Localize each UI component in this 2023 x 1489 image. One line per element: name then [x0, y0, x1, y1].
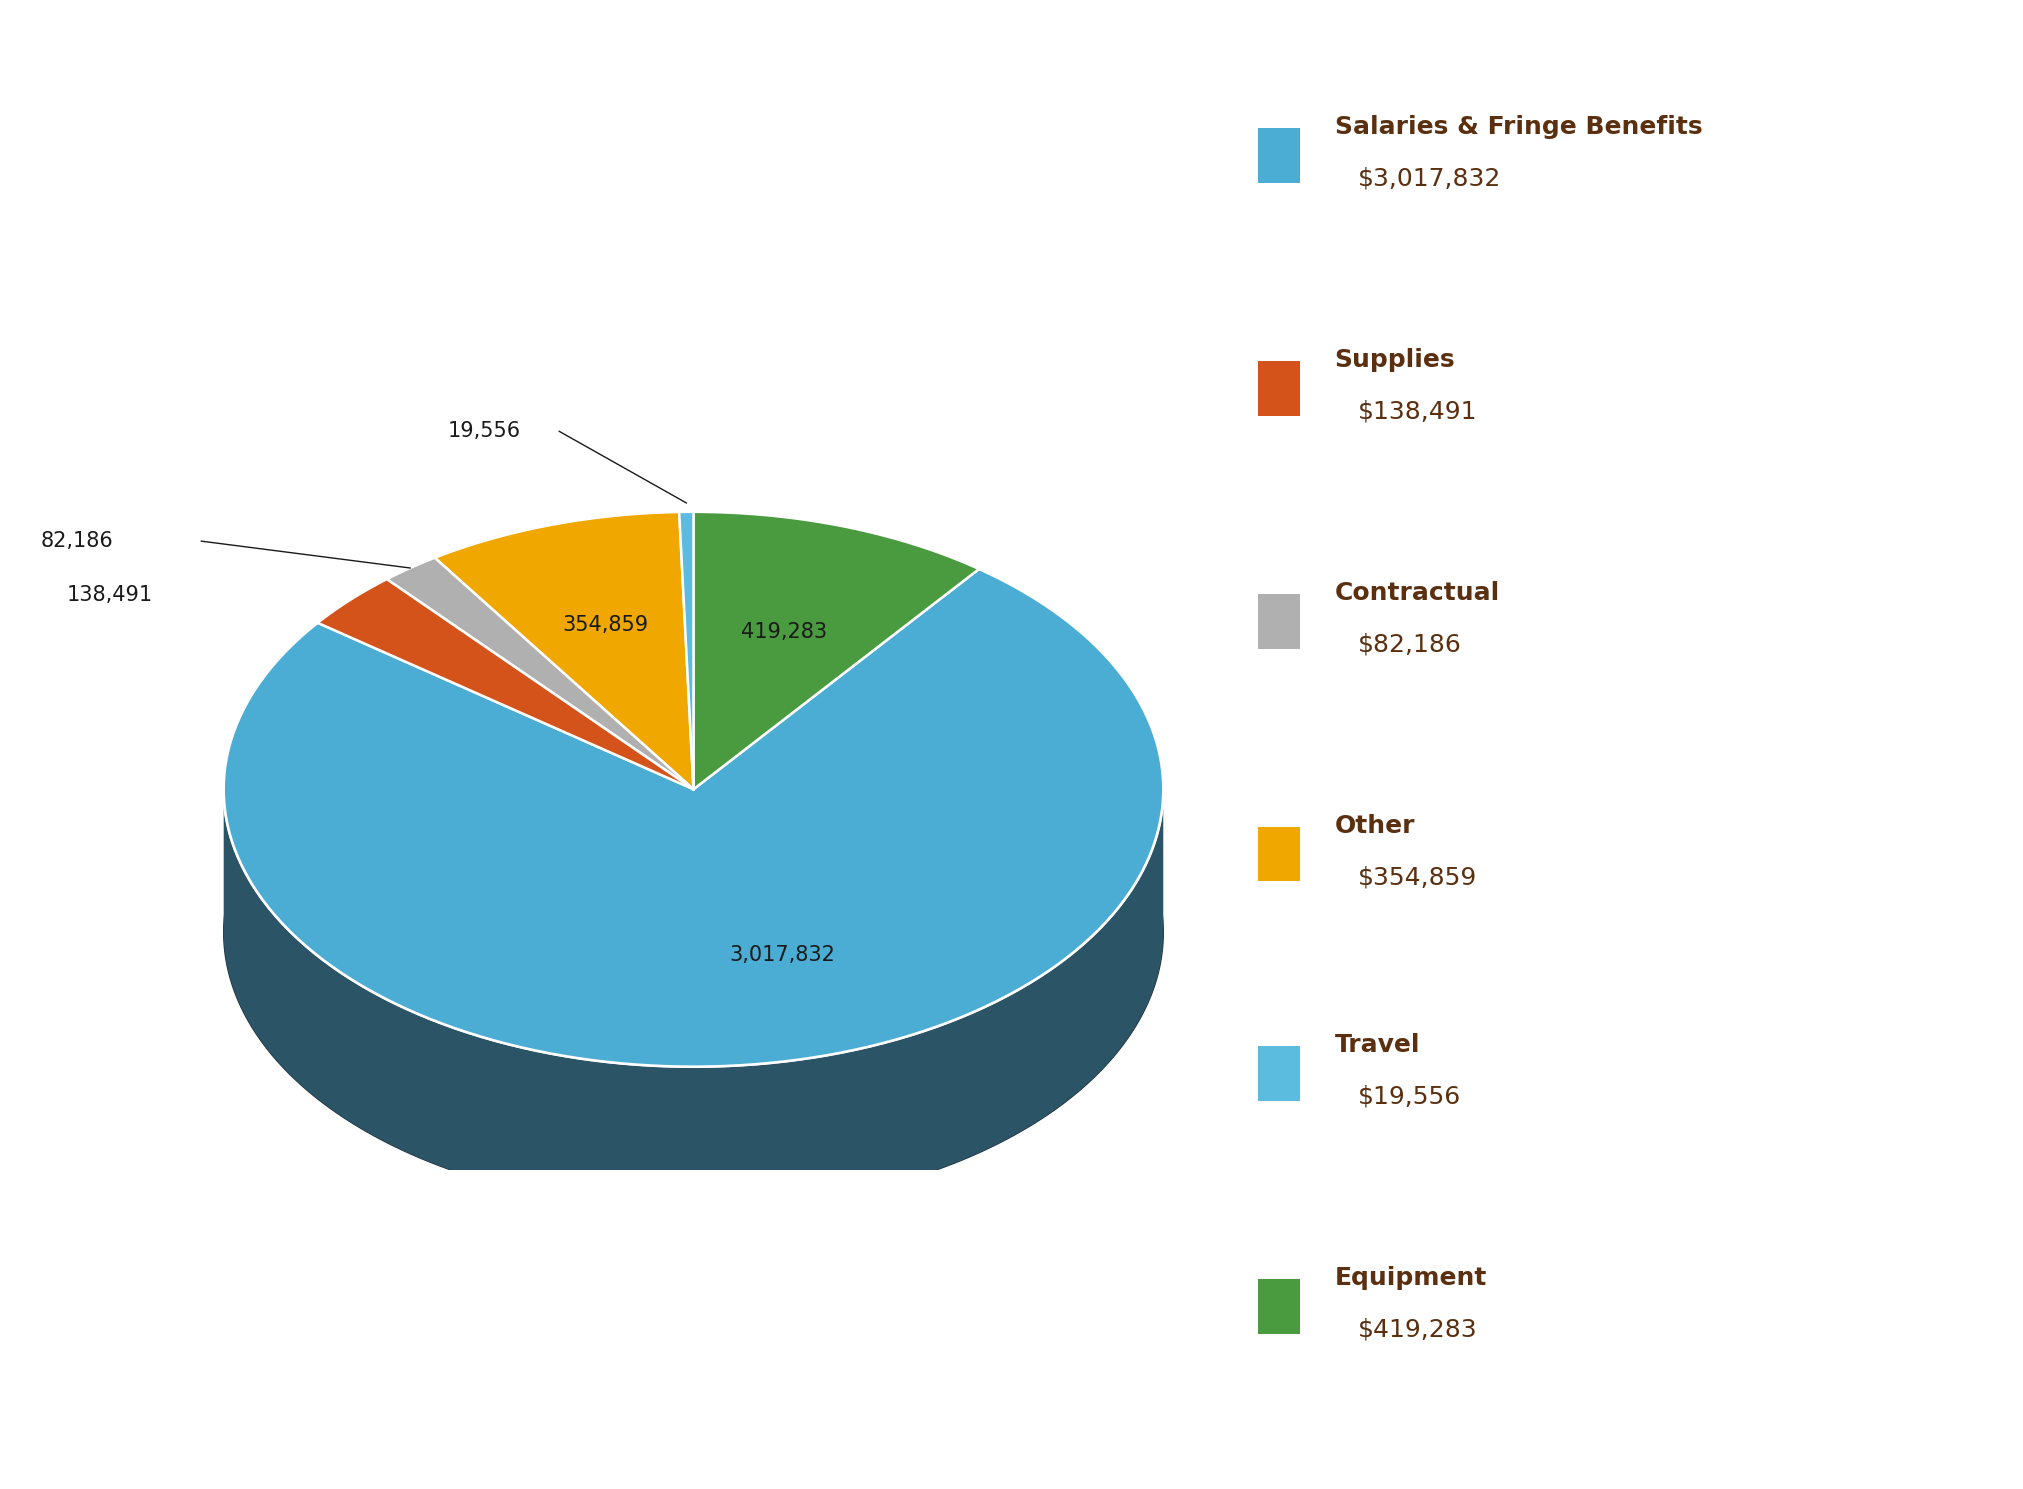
Polygon shape — [225, 569, 1163, 1066]
Polygon shape — [225, 789, 1163, 1209]
Text: Equipment: Equipment — [1333, 1266, 1487, 1289]
Polygon shape — [386, 558, 694, 789]
Bar — [1256, 1045, 1299, 1100]
Text: $82,186: $82,186 — [1357, 633, 1461, 657]
Bar — [1256, 594, 1299, 649]
Text: $19,556: $19,556 — [1357, 1084, 1461, 1108]
Polygon shape — [435, 512, 694, 789]
Text: $354,859: $354,859 — [1357, 865, 1477, 889]
Text: $419,283: $419,283 — [1357, 1318, 1477, 1342]
Bar — [1256, 1279, 1299, 1334]
Bar — [1256, 128, 1299, 183]
Text: 419,283: 419,283 — [740, 621, 827, 642]
Polygon shape — [225, 655, 1163, 1209]
Text: Other: Other — [1333, 813, 1414, 838]
Text: 19,556: 19,556 — [447, 421, 520, 441]
Polygon shape — [680, 512, 694, 789]
Text: 138,491: 138,491 — [67, 585, 154, 606]
Text: Salaries & Fringe Benefits: Salaries & Fringe Benefits — [1333, 115, 1701, 138]
Polygon shape — [694, 512, 979, 789]
Bar — [1256, 360, 1299, 415]
Text: 3,017,832: 3,017,832 — [728, 946, 833, 965]
Text: $3,017,832: $3,017,832 — [1357, 167, 1501, 191]
Text: $138,491: $138,491 — [1357, 399, 1477, 423]
Text: 354,859: 354,859 — [562, 615, 647, 636]
Bar — [1256, 826, 1299, 881]
Text: Contractual: Contractual — [1333, 581, 1499, 605]
Text: 82,186: 82,186 — [40, 532, 113, 551]
Text: Supplies: Supplies — [1333, 348, 1455, 372]
Text: Travel: Travel — [1333, 1033, 1420, 1057]
Polygon shape — [318, 579, 694, 789]
